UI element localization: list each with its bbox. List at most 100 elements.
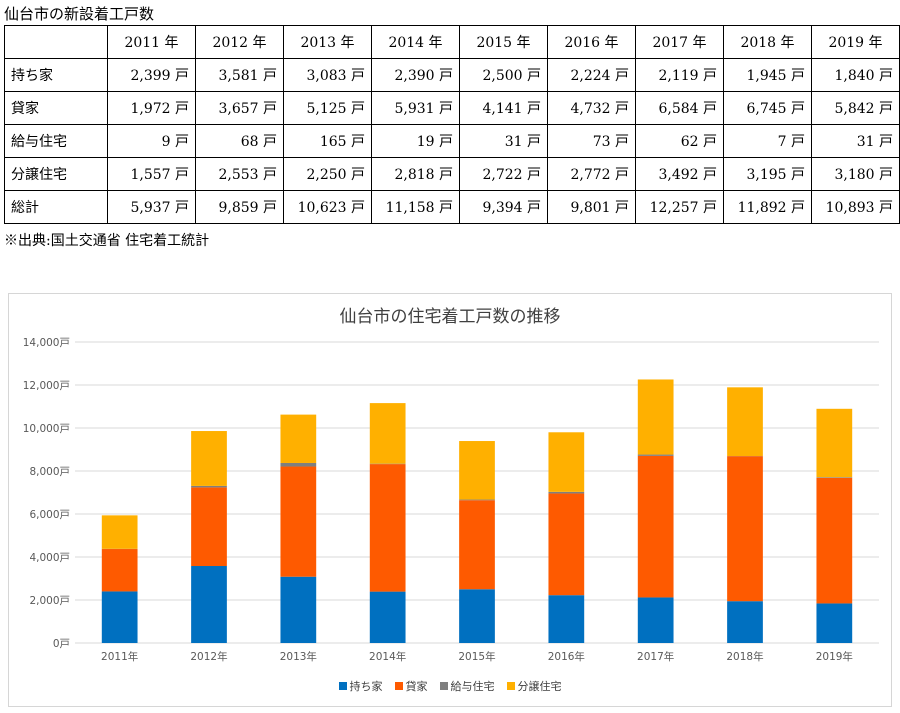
- bar-segment: [637, 597, 674, 643]
- x-tick-label: 2019年: [816, 650, 853, 663]
- year-header: 2019 年: [811, 25, 900, 59]
- year-header: 2016 年: [547, 25, 636, 59]
- legend-swatch: [439, 682, 448, 690]
- table-cell: 9,394 戸: [459, 190, 548, 224]
- legend-label: 分譲住宅: [517, 680, 562, 693]
- x-tick-label: 2018年: [726, 650, 763, 663]
- x-tick-label: 2013年: [280, 650, 317, 663]
- table-cell: 2,500 戸: [459, 58, 548, 92]
- table-corner-cell: [4, 25, 108, 59]
- x-tick-label: 2014年: [369, 650, 406, 663]
- table-cell: 4,732 戸: [547, 91, 636, 125]
- table-cell: 7 戸: [723, 124, 812, 158]
- table-cell: 1,840 戸: [811, 58, 900, 92]
- bar-segment: [816, 603, 853, 643]
- bar-segment: [459, 500, 495, 590]
- table-cell: 3,492 戸: [635, 157, 724, 191]
- bar-segment: [816, 477, 853, 604]
- bar-segment: [816, 477, 853, 478]
- table-header-row: 2011 年 2012 年 2013 年 2014 年 2015 年 2016 …: [4, 25, 900, 59]
- table-cell: 6,745 戸: [723, 91, 812, 125]
- bar-segment: [369, 464, 406, 592]
- legend-label: 給与住宅: [450, 680, 495, 693]
- table-cell: 11,158 戸: [371, 190, 460, 224]
- legend-swatch: [394, 682, 403, 690]
- housing-starts-table: 2011 年 2012 年 2013 年 2014 年 2015 年 2016 …: [4, 25, 900, 224]
- x-tick-label: 2016年: [548, 650, 585, 663]
- table-cell: 2,224 戸: [547, 58, 636, 92]
- bar-segment: [637, 455, 674, 598]
- legend-swatch: [338, 682, 347, 690]
- table-cell: 165 戸: [283, 124, 372, 158]
- table-cell: 2,722 戸: [459, 157, 548, 191]
- year-header: 2012 年: [195, 25, 284, 59]
- table-cell: 3,195 戸: [723, 157, 812, 191]
- y-tick-label: 6,000戸: [29, 509, 70, 521]
- y-tick-label: 14,000戸: [23, 337, 70, 349]
- bar-segment: [191, 485, 227, 488]
- bar-segment: [548, 491, 585, 494]
- bar-segment: [548, 432, 585, 492]
- bar-segment: [548, 595, 585, 643]
- legend-item: 分譲住宅: [506, 678, 562, 694]
- table-cell: 2,399 戸: [107, 58, 196, 92]
- chart-plot-area: 0戸 2,000戸 4,000戸 6,000戸 8,000戸 10,000戸 12,000戸…: [23, 337, 879, 663]
- table-cell: 11,892 戸: [723, 190, 812, 224]
- table-row: 貸家 1,972 戸 3,657 戸 5,125 戸 5,931 戸 4,141…: [4, 91, 900, 125]
- table-cell: 5,931 戸: [371, 91, 460, 125]
- row-label: 持ち家: [4, 58, 108, 92]
- table-cell: 1,945 戸: [723, 58, 812, 92]
- bar-segment: [459, 499, 495, 501]
- table-cell: 9 戸: [107, 124, 196, 158]
- bar-segment: [637, 379, 674, 455]
- y-tick-label: 4,000戸: [29, 552, 70, 564]
- bar-segment: [459, 589, 495, 643]
- chart-title: 仙台市の住宅着工戸数の推移: [339, 307, 561, 327]
- table-cell: 62 戸: [635, 124, 724, 158]
- legend-item: 貸家: [394, 678, 428, 694]
- table-cell: 19 戸: [371, 124, 460, 158]
- table-cell: 12,257 戸: [635, 190, 724, 224]
- bar-segment: [369, 403, 406, 464]
- bar-segment: [637, 454, 674, 456]
- legend-swatch: [506, 682, 515, 690]
- table-cell: 73 戸: [547, 124, 636, 158]
- table-cell: 5,842 戸: [811, 91, 900, 125]
- x-tick-label: 2011年: [101, 650, 138, 663]
- chart-legend: 持ち家 貸家 給与住宅 分譲住宅: [9, 678, 891, 694]
- table-row: 給与住宅 9 戸 68 戸 165 戸 19 戸 31 戸 73 戸 62 戸 …: [4, 124, 900, 158]
- bar-segment: [369, 591, 406, 643]
- table-cell: 10,893 戸: [811, 190, 900, 224]
- table-cell: 6,584 戸: [635, 91, 724, 125]
- bar-segment: [727, 601, 763, 643]
- y-tick-label: 12,000戸: [23, 380, 70, 392]
- table-cell: 2,119 戸: [635, 58, 724, 92]
- y-tick-label: 8,000戸: [29, 466, 70, 478]
- table-cell: 2,250 戸: [283, 157, 372, 191]
- row-label: 分譲住宅: [4, 157, 108, 191]
- table-title: 仙台市の新設着工戸数: [4, 5, 155, 23]
- y-tick-label: 2,000戸: [29, 595, 70, 607]
- bar-segment: [280, 462, 317, 467]
- bar-segment: [727, 387, 763, 457]
- x-tick-label: 2017年: [637, 650, 674, 663]
- table-cell: 3,083 戸: [283, 58, 372, 92]
- year-header: 2011 年: [107, 25, 196, 59]
- year-header: 2017 年: [635, 25, 724, 59]
- bar-segment: [101, 515, 138, 549]
- x-tick-label: 2015年: [458, 650, 495, 663]
- table-cell: 5,937 戸: [107, 190, 196, 224]
- row-label: 給与住宅: [4, 124, 108, 158]
- x-tick-label: 2012年: [190, 650, 227, 663]
- year-header: 2015 年: [459, 25, 548, 59]
- table-cell: 9,801 戸: [547, 190, 636, 224]
- row-label: 貸家: [4, 91, 108, 125]
- table-cell: 3,581 戸: [195, 58, 284, 92]
- bar-segment: [280, 576, 317, 643]
- bar-segment: [280, 414, 317, 463]
- bar-segment: [191, 431, 227, 486]
- bar-segment: [727, 456, 763, 602]
- bar-segment: [101, 591, 138, 643]
- bar-segment: [548, 493, 585, 596]
- bar-segment: [459, 441, 495, 500]
